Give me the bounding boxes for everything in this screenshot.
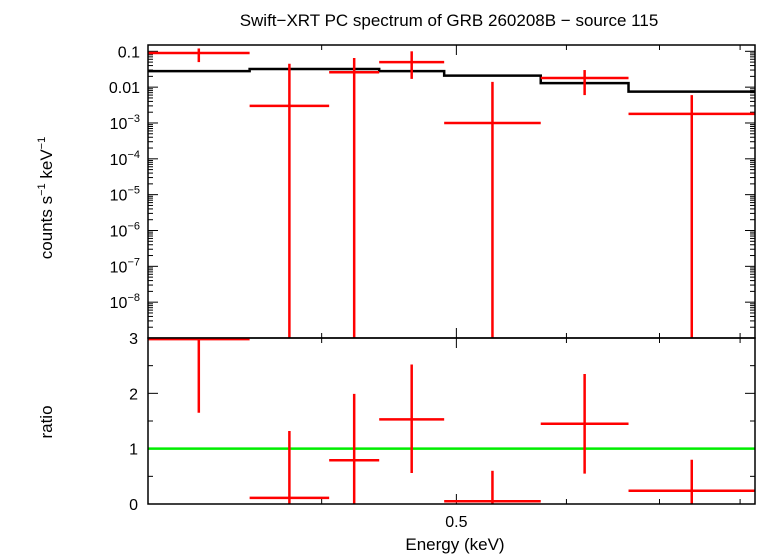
y-tick-label: 0 [129,497,138,514]
spectrum-data-points [148,48,755,338]
data-point [444,81,541,338]
ratio-y-tick-labels: 0 1 2 3 [129,331,138,514]
ratio-y-axis-label: ratio [37,405,56,438]
x-axis-label: Energy (keV) [405,535,504,554]
data-point [379,51,445,79]
ratio-point [148,337,250,413]
data-point [540,70,629,96]
ratio-point [628,459,755,504]
x-tick-labels: 0.5 [445,514,467,531]
spectrum-frame [147,44,756,339]
ratio-point [329,393,380,504]
y-tick-label: 10−5 [110,185,140,205]
model-step-line [148,67,755,93]
y-tick-label: 3 [129,331,138,348]
spectrum-ticks [147,45,755,338]
spectrum-y-axis-label: counts s−1 keV−1 [36,137,56,259]
ratio-data-points [148,337,755,504]
data-point [148,48,250,63]
chart-title: Swift−XRT PC spectrum of GRB 260208B − s… [240,11,659,30]
model-line [148,67,755,93]
y-tick-label: 10−6 [110,220,140,240]
y-tick-label: 10−3 [110,113,140,133]
ratio-point [444,470,541,504]
spectrum-y-tick-labels: 0.1 0.01 10−3 10−4 10−5 10−6 10−7 10−8 [109,44,140,312]
y-tick-label: 10−4 [110,149,140,169]
data-point [249,63,330,338]
ratio-point [540,373,629,474]
x-tick-label: 0.5 [445,514,467,531]
ratio-point [379,364,445,474]
y-tick-label: 1 [129,442,138,459]
ratio-point [249,430,330,504]
y-tick-label: 2 [129,386,138,403]
spectrum-panel: 0.1 0.01 10−3 10−4 10−5 10−6 10−7 10−8 [109,44,756,339]
data-point [628,95,755,338]
ratio-ticks [147,337,755,505]
ratio-panel: 0 1 2 3 0.5 [129,331,756,531]
y-tick-label: 10−7 [110,256,140,276]
y-tick-label: 10−8 [110,292,140,312]
y-tick-label: 0.01 [109,80,140,97]
ratio-frame [147,337,756,505]
data-point [329,58,380,338]
y-tick-label: 0.1 [118,44,140,61]
